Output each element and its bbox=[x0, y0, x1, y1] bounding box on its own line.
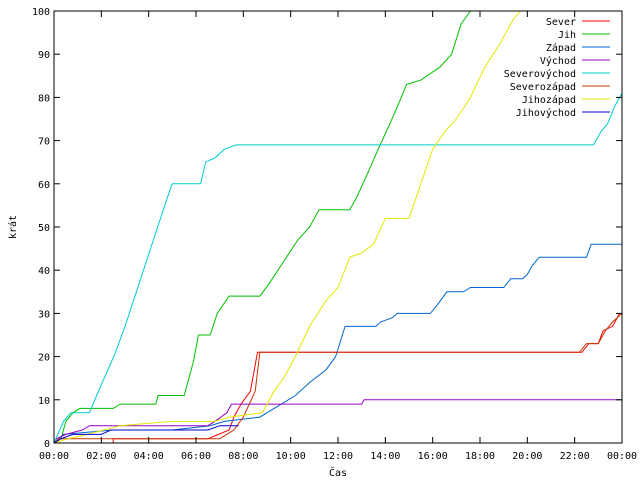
legend-label: Západ bbox=[546, 42, 576, 54]
series-line-3 bbox=[53, 243, 622, 444]
y-tick-label: 60 bbox=[38, 180, 50, 191]
x-tick-label: 02:00 bbox=[86, 451, 116, 462]
series-line-7 bbox=[53, 10, 528, 444]
series-line-2 bbox=[53, 10, 480, 444]
legend-label: Severozápad bbox=[510, 81, 576, 93]
legend-label: Východ bbox=[540, 55, 576, 67]
y-tick-label: 80 bbox=[38, 93, 50, 104]
legend-label: Jih bbox=[558, 30, 576, 41]
legend: Sever JihZápadVýchodSeverovýchodSeverozáp… bbox=[504, 17, 610, 119]
series-line-8 bbox=[53, 425, 239, 444]
x-tick-label: 18:00 bbox=[465, 451, 495, 462]
y-tick-label: 90 bbox=[38, 50, 50, 61]
x-axis-label: Čas bbox=[329, 466, 347, 479]
x-tick-label: 04:00 bbox=[134, 451, 164, 462]
x-tick-label: 14:00 bbox=[370, 451, 400, 462]
x-tick-label: 22:00 bbox=[560, 451, 590, 462]
x-tick-label: 12:00 bbox=[323, 451, 353, 462]
series-line-6 bbox=[53, 313, 623, 444]
legend-label: Severovýchod bbox=[504, 68, 576, 80]
y-tick-label: 70 bbox=[38, 137, 50, 148]
x-tick-label: 00:00 bbox=[39, 451, 69, 462]
x-tick-label: 00:00 bbox=[607, 451, 637, 462]
x-tick-label: 20:00 bbox=[512, 451, 542, 462]
y-tick-label: 100 bbox=[32, 7, 50, 18]
y-axis-label: krát bbox=[7, 215, 19, 239]
y-tick-label: 50 bbox=[38, 223, 50, 234]
x-tick-label: 10:00 bbox=[276, 451, 306, 462]
legend-label: Jihozápad bbox=[522, 94, 576, 106]
y-tick-label: 30 bbox=[38, 309, 50, 320]
legend-label: Sever bbox=[546, 17, 576, 28]
x-tick-label: 08:00 bbox=[228, 451, 258, 462]
x-tick-label: 16:00 bbox=[418, 451, 448, 462]
ticks-layer: 0 10 20 30 40 50 60 70 80 90 100 00:00 02:00 04:00 06:… bbox=[32, 7, 637, 462]
y-tick-label: 40 bbox=[38, 266, 50, 277]
y-tick-label: 10 bbox=[38, 396, 50, 407]
series-layer bbox=[53, 10, 623, 444]
series-line-1 bbox=[54, 313, 621, 444]
legend-label: Jihovýchod bbox=[516, 107, 576, 119]
series-line-4 bbox=[53, 399, 622, 444]
series-line-5 bbox=[53, 92, 623, 444]
x-tick-label: 06:00 bbox=[181, 451, 211, 462]
y-tick-label: 0 bbox=[44, 439, 50, 450]
y-tick-label: 20 bbox=[38, 353, 50, 364]
